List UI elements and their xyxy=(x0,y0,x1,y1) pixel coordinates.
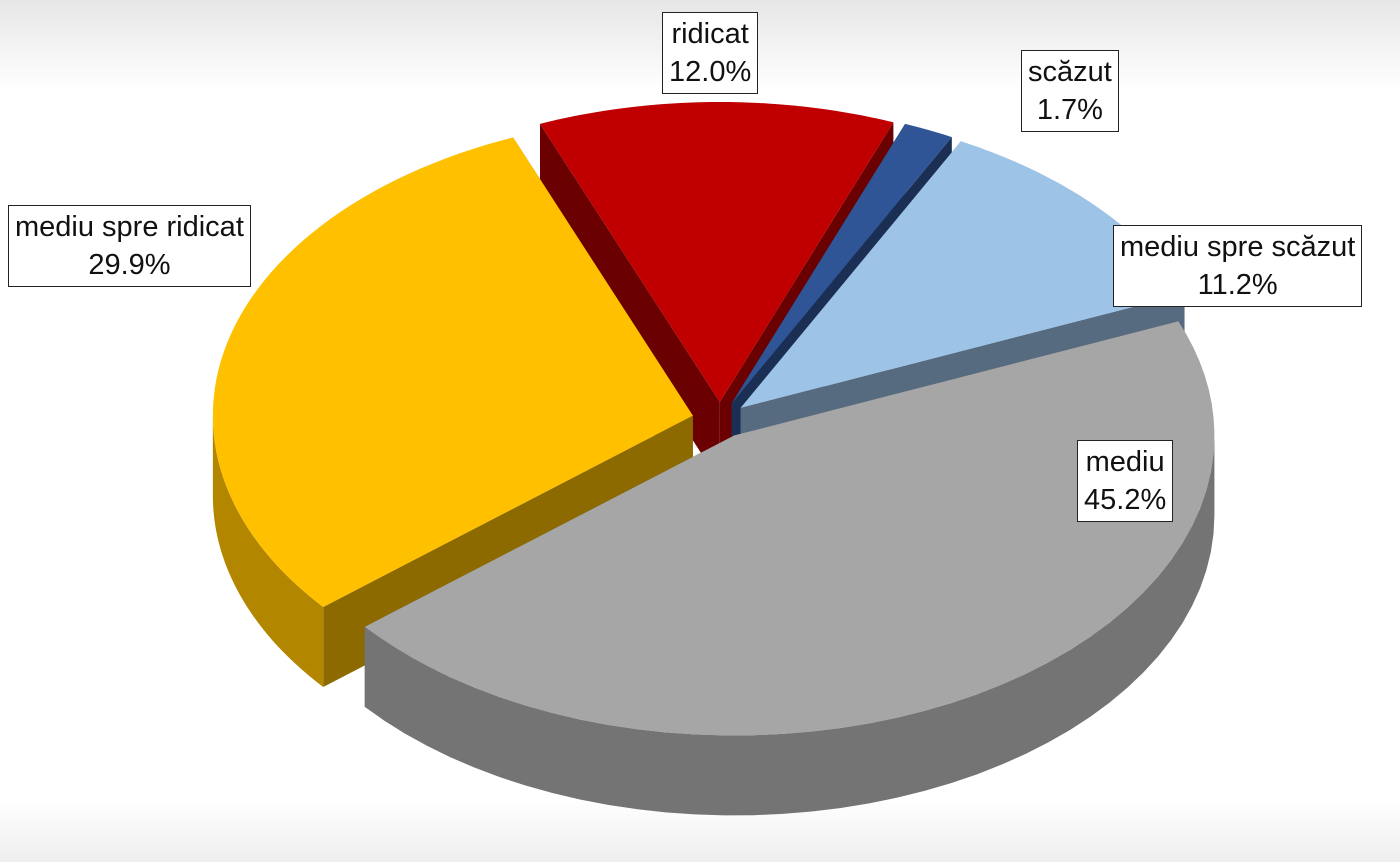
data-label: mediu 45.2% xyxy=(1077,440,1174,522)
data-label: scăzut 1.7% xyxy=(1021,50,1119,132)
value-label: 11.2% xyxy=(1197,269,1278,301)
slice-top xyxy=(212,137,693,607)
value-label: 29.9% xyxy=(88,249,171,281)
data-label: ridicat 12.0% xyxy=(662,12,759,94)
slice-top xyxy=(539,102,894,403)
slice-side xyxy=(212,415,324,687)
value-label: 1.7% xyxy=(1036,94,1103,126)
category-label: ridicat xyxy=(671,18,749,50)
slice-side xyxy=(364,435,1215,816)
slice-top xyxy=(740,141,1185,408)
value-label: 12.0% xyxy=(669,56,752,88)
slice xyxy=(364,321,1215,816)
value-label: 45.2% xyxy=(1084,484,1167,516)
category-label: mediu spre scăzut xyxy=(1120,231,1356,263)
data-label: mediu spre scăzut 11.2% xyxy=(1113,225,1363,307)
category-label: scăzut xyxy=(1028,56,1112,88)
slice-top xyxy=(364,321,1215,736)
slice-top xyxy=(731,123,952,404)
category-label: mediu xyxy=(1085,446,1165,478)
data-label: mediu spre ridicat 29.9% xyxy=(8,205,251,287)
category-label: mediu spre ridicat xyxy=(15,211,244,243)
